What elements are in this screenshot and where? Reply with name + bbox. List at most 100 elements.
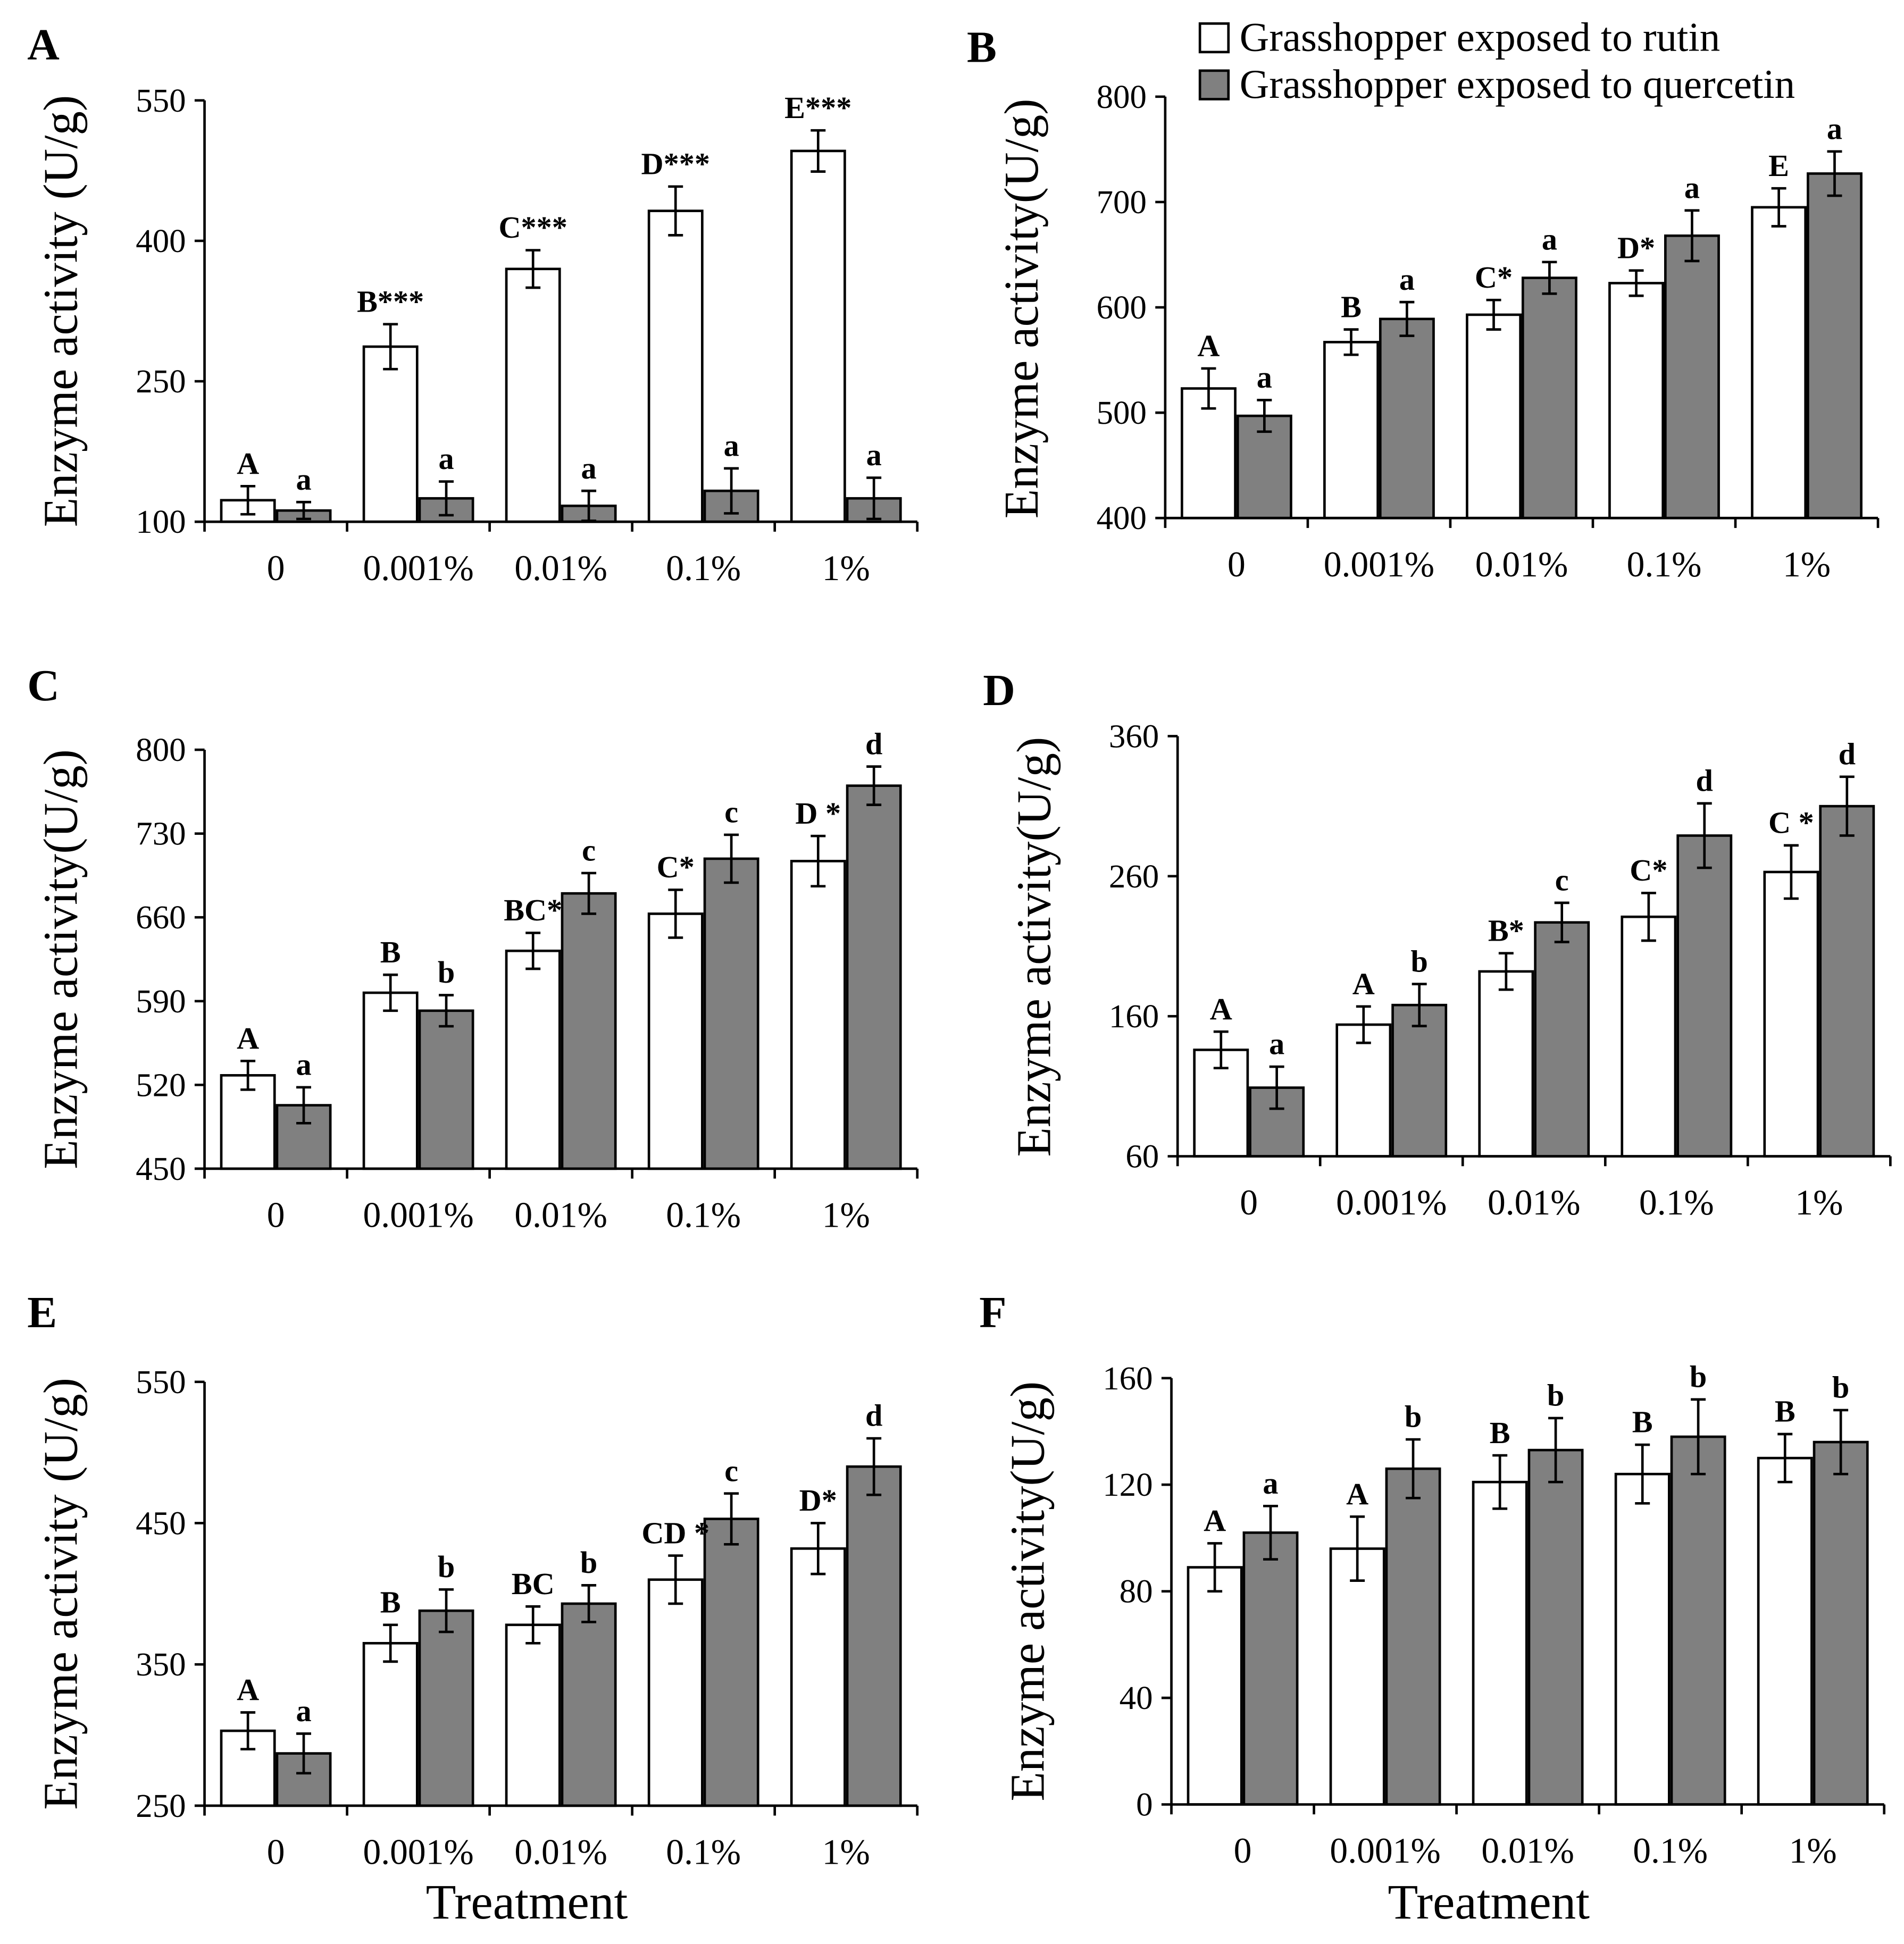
x-tick-label: 0.001% — [363, 1832, 473, 1872]
plot-b: 400 500 600 700 800 0 0.001% 0.01% 0.1% 1% A B C* D* E… — [1097, 78, 1880, 584]
error-bar-rutin — [1486, 298, 1501, 331]
panel-label-e: E — [27, 1288, 57, 1337]
panel-label-f: F — [979, 1288, 1006, 1337]
error-bar-rutin — [1771, 187, 1786, 228]
x-tick-label: 0.01% — [514, 1195, 607, 1235]
y-tick-label: 800 — [1097, 78, 1147, 115]
bar-rutin — [1472, 1480, 1528, 1806]
bar-quercetin — [561, 892, 617, 1170]
y-axis-title-f: Enzyme activity(U/g) — [1001, 1381, 1055, 1801]
significance-label-rutin: A — [1204, 1503, 1226, 1538]
x-tick-label: 1% — [1783, 544, 1831, 584]
error-bar-quercetin — [724, 833, 739, 884]
plot-a: 100 250 400 550 0 0.001% 0.01% 0.1% 1% A B*** C*** D… — [136, 82, 919, 588]
x-tick-label: 0.1% — [1633, 1831, 1708, 1871]
error-bar-quercetin — [439, 480, 454, 517]
error-bar-rutin — [1207, 1542, 1223, 1593]
bar-quercetin — [1813, 1440, 1869, 1806]
error-bar-rutin — [1343, 328, 1359, 356]
error-bar-rutin — [1641, 892, 1656, 942]
y-tick-label: 800 — [136, 731, 186, 768]
bar-rutin — [362, 345, 419, 523]
bar-rutin — [1335, 1023, 1392, 1158]
significance-label-quercetin: a — [1684, 170, 1700, 205]
x-tick-label: 0.01% — [514, 1832, 607, 1872]
x-tick-label: 0 — [1234, 1831, 1252, 1871]
y-tick-label: 120 — [1103, 1466, 1153, 1503]
error-bar-rutin — [1356, 1005, 1371, 1044]
x-tick-label: 0.1% — [1639, 1183, 1714, 1222]
error-bar-quercetin — [581, 872, 597, 915]
error-bar-quercetin — [866, 476, 882, 521]
error-bar-rutin — [1350, 1515, 1365, 1582]
error-bar-quercetin — [296, 500, 312, 521]
significance-label-quercetin: b — [1405, 1400, 1422, 1434]
bars-b — [1181, 172, 1863, 519]
error-bar-quercetin — [1697, 802, 1712, 869]
y-tick-label: 100 — [136, 503, 186, 540]
bar-rutin — [790, 149, 846, 523]
y-tick-label: 160 — [1109, 998, 1159, 1035]
significance-label-rutin: B — [1775, 1394, 1796, 1429]
y-tick-label: 520 — [136, 1066, 186, 1103]
plot-e: 250 350 450 550 0 0.001% 0.01% 0.1% 1% A B BC CD * D*… — [136, 1363, 919, 1872]
significance-label-quercetin: b — [438, 1549, 455, 1584]
significance-label-quercetin: c — [1555, 863, 1569, 898]
significance-label-quercetin: a — [296, 1694, 311, 1728]
significance-label-quercetin: b — [580, 1545, 597, 1580]
significance-label-quercetin: c — [582, 833, 596, 868]
bar-rutin — [647, 1578, 704, 1807]
significance-label-quercetin: b — [1410, 944, 1427, 978]
x-tick-label: 0.1% — [666, 1832, 741, 1872]
significance-label-quercetin: a — [1257, 360, 1272, 395]
error-bar-rutin — [668, 185, 683, 237]
y-tick-label: 250 — [136, 363, 186, 400]
bars-e — [220, 1465, 902, 1807]
panel-label-a: A — [27, 20, 60, 70]
x-tick-label: 1% — [1795, 1183, 1843, 1222]
bar-rutin — [1187, 1566, 1243, 1806]
y-tick-label: 600 — [1097, 289, 1147, 326]
significance-label-quercetin: a — [1542, 222, 1557, 257]
bar-rutin — [1466, 313, 1522, 519]
bar-quercetin — [1664, 234, 1720, 519]
error-bar-rutin — [240, 1711, 256, 1750]
x-tick-label: 0.001% — [363, 548, 473, 588]
x-tick-label: 0.001% — [1324, 544, 1434, 584]
x-tick-label: 0.001% — [1336, 1183, 1447, 1222]
bars-a — [220, 149, 902, 523]
significance-label-quercetin: a — [724, 429, 739, 463]
significance-label-quercetin: a — [866, 438, 882, 472]
y-tick-label: 400 — [136, 222, 186, 259]
bar-quercetin — [1242, 1531, 1299, 1806]
x-tick-label: 0 — [1227, 544, 1246, 584]
error-bar-quercetin — [1542, 261, 1557, 295]
error-bar-rutin — [1498, 952, 1514, 991]
legend: Grasshopper exposed to rutin Grasshopper… — [1198, 14, 1795, 107]
error-bar-quercetin — [1833, 1409, 1849, 1476]
error-bar-quercetin — [439, 994, 454, 1028]
y-tick-label: 400 — [1097, 499, 1147, 537]
y-tick-label: 60 — [1125, 1138, 1159, 1175]
y-tick-label: 450 — [136, 1504, 186, 1541]
error-bar-rutin — [383, 1623, 398, 1663]
significance-label-rutin: B — [1632, 1405, 1653, 1439]
x-tick-label: 1% — [822, 548, 870, 588]
y-tick-label: 360 — [1109, 717, 1159, 755]
error-bar-rutin — [1783, 844, 1799, 900]
plot-c: 450 520 590 660 730 800 0 0.001% 0.01% 0.1% 1% A B BC… — [136, 726, 919, 1235]
legend-label-quercetin: Grasshopper exposed to quercetin — [1240, 61, 1795, 107]
significance-label-rutin: A — [237, 446, 259, 481]
significance-label-quercetin: c — [724, 795, 738, 829]
x-tick-label: 0 — [267, 548, 285, 588]
bar-rutin — [1763, 870, 1819, 1158]
error-bar-rutin — [240, 1059, 256, 1091]
x-tick-label: 1% — [822, 1195, 870, 1235]
bar-quercetin — [418, 1609, 474, 1807]
y-tick-label: 700 — [1097, 183, 1147, 221]
significance-label-rutin: C* — [657, 850, 695, 884]
x-tick-label: 0 — [267, 1832, 285, 1872]
bar-quercetin — [1379, 317, 1435, 519]
significance-label-quercetin: a — [439, 441, 454, 476]
error-bar-quercetin — [724, 1492, 739, 1546]
